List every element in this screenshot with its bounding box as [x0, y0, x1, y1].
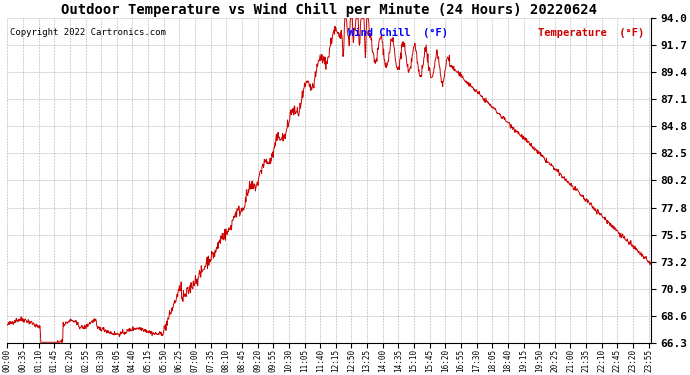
Title: Outdoor Temperature vs Wind Chill per Minute (24 Hours) 20220624: Outdoor Temperature vs Wind Chill per Mi…: [61, 3, 597, 17]
Text: Temperature  (°F): Temperature (°F): [538, 28, 644, 38]
Text: Wind Chill  (°F): Wind Chill (°F): [348, 28, 448, 38]
Text: Copyright 2022 Cartronics.com: Copyright 2022 Cartronics.com: [10, 28, 166, 37]
